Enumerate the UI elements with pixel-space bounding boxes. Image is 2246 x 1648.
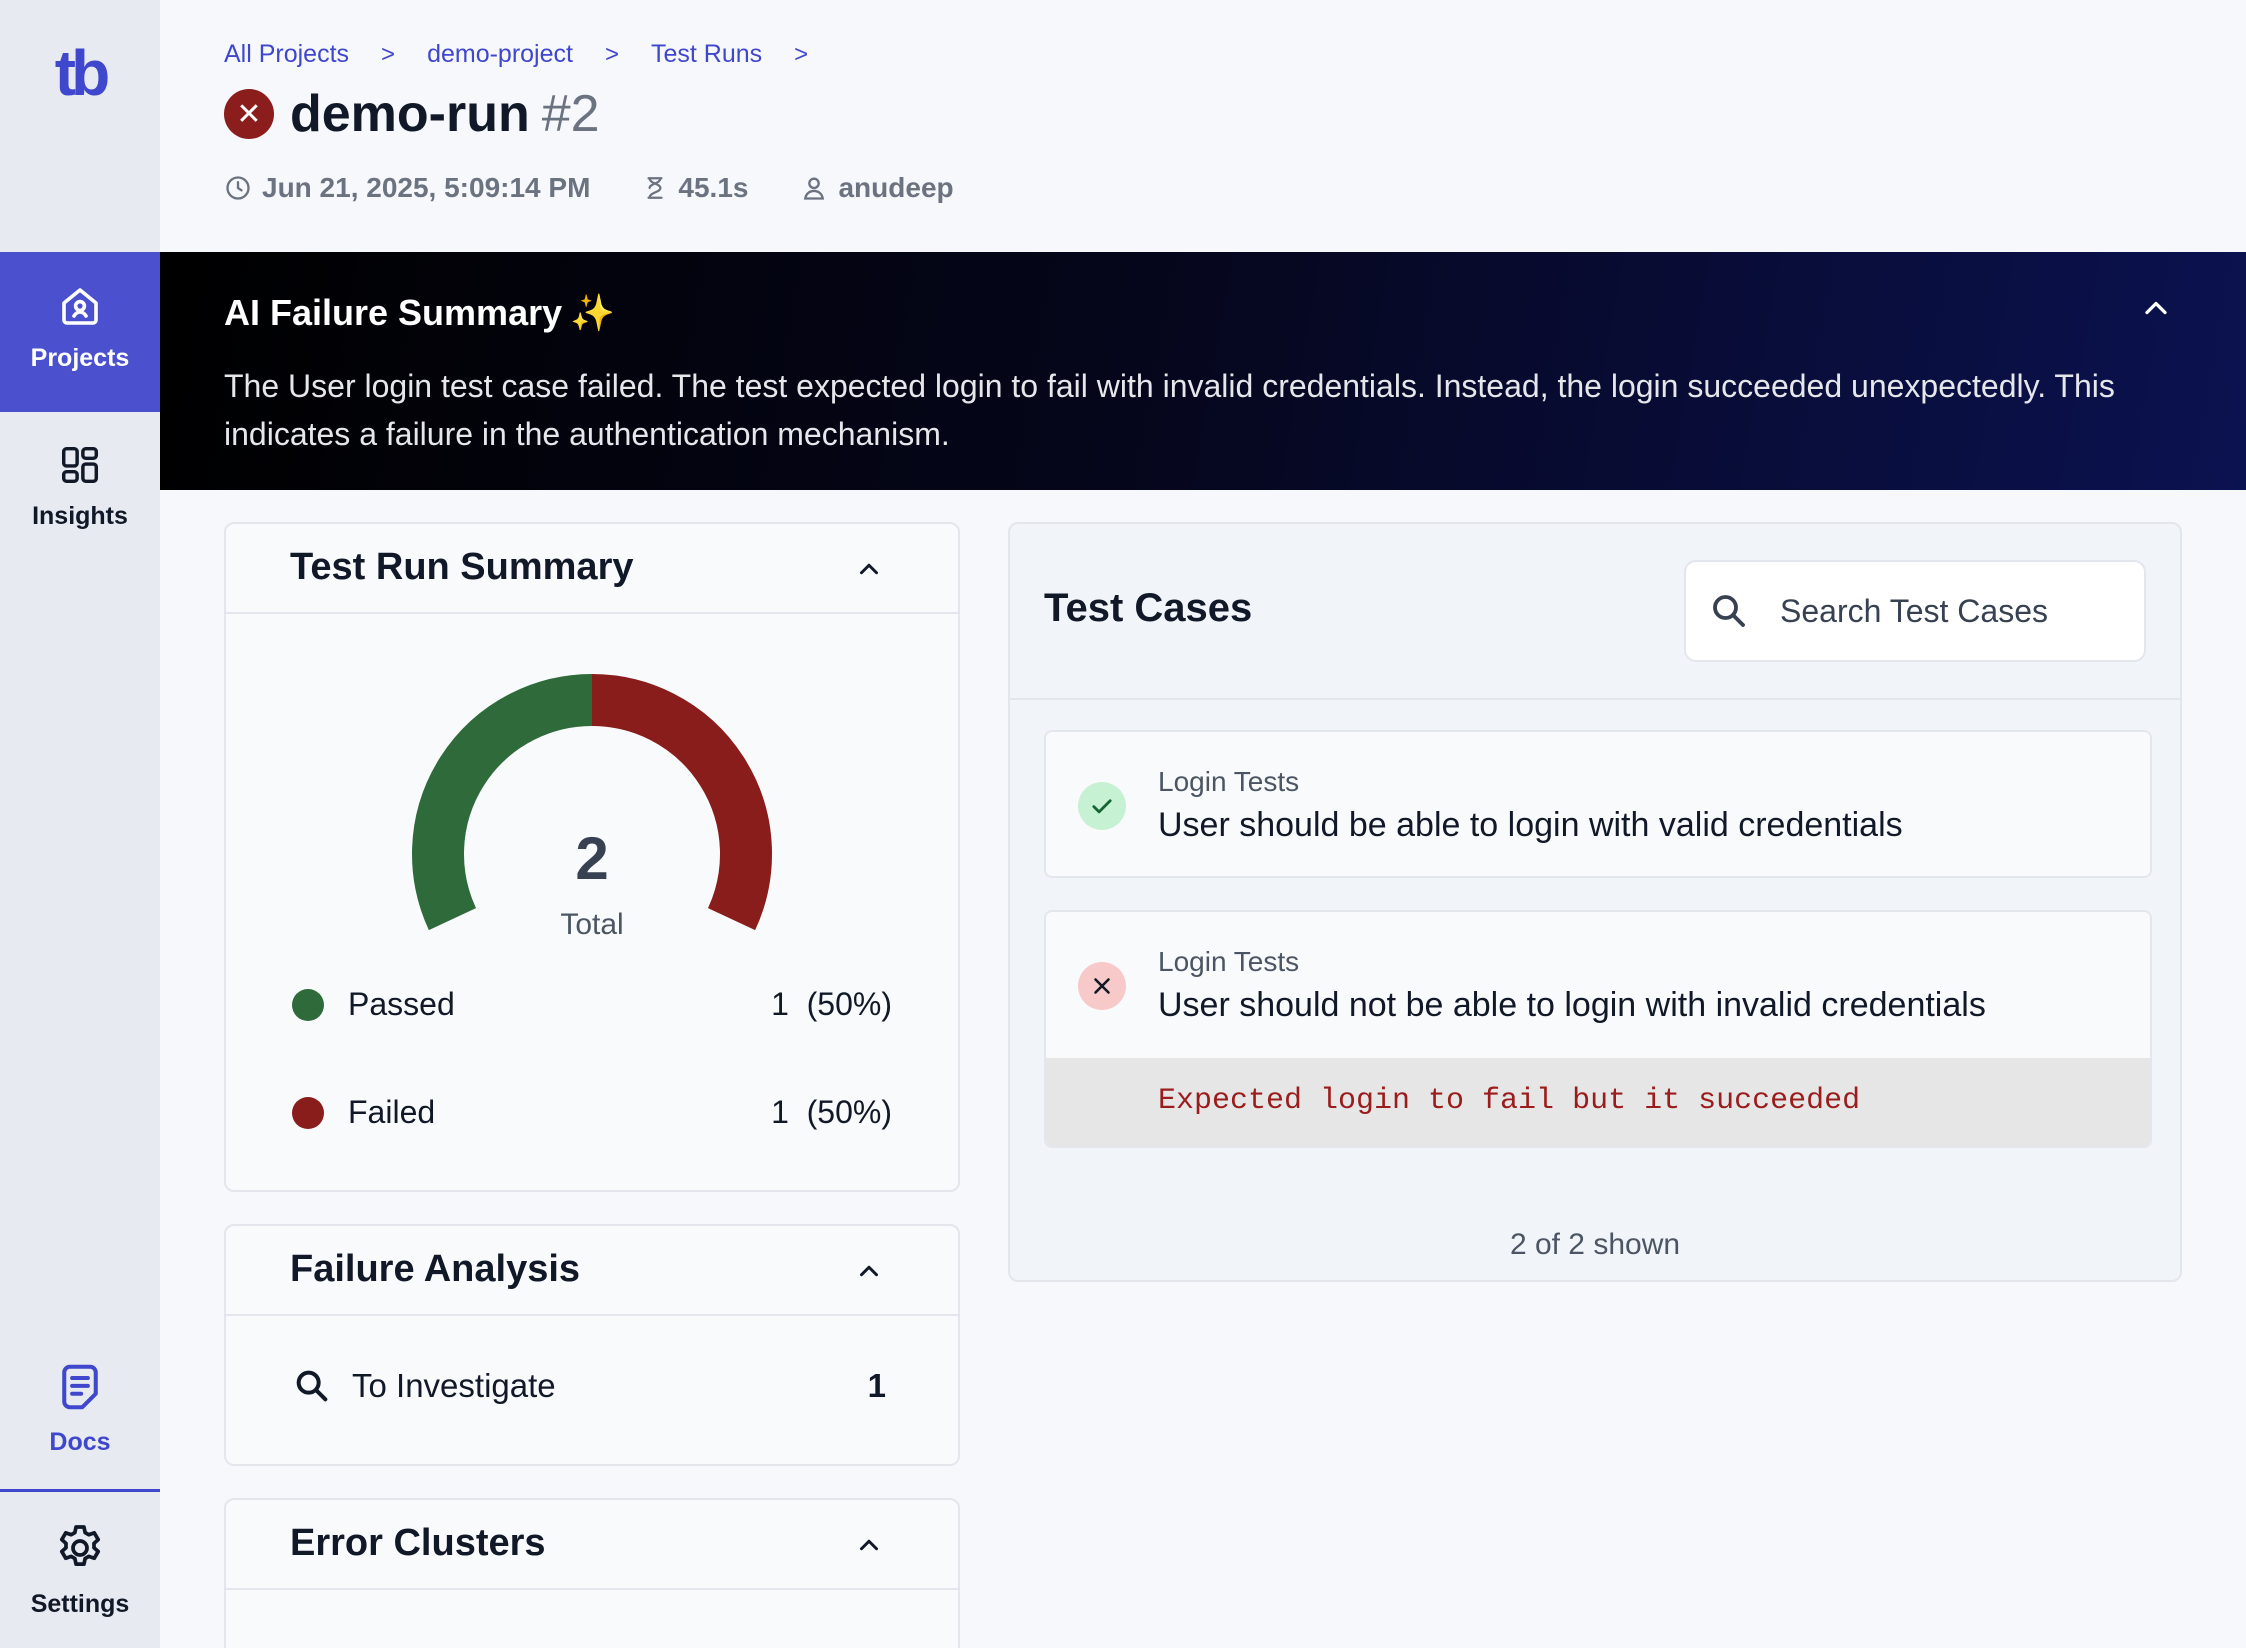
card-title: Test Run Summary [290, 546, 634, 588]
run-timestamp: Jun 21, 2025, 5:09:14 PM [224, 172, 590, 204]
legend-passed: Passed 1 (50%) [292, 986, 892, 1023]
search-icon [1713, 595, 1745, 627]
hourglass-icon [647, 177, 663, 199]
dashboard-icon [61, 446, 99, 484]
sidebar-item-settings[interactable]: Settings [0, 1492, 160, 1648]
app-logo[interactable]: tb [54, 37, 110, 109]
run-duration: 45.1s [642, 172, 748, 204]
close-icon [1094, 978, 1110, 994]
search-icon [296, 1370, 328, 1402]
breadcrumb: All Projects > demo-project > Test Runs … [224, 40, 840, 69]
home-icon [62, 288, 98, 325]
chevron-up-icon[interactable] [854, 554, 884, 584]
run-number: #2 [541, 85, 600, 143]
run-user: anudeep [800, 172, 954, 204]
test-cases-count: 2 of 2 shown [1509, 1228, 1681, 1261]
chevron-right-icon: > [794, 40, 809, 68]
sidebar-item-label: Projects [30, 344, 130, 372]
sidebar-divider [0, 1489, 160, 1492]
sparkle-icon: ✨ [570, 292, 615, 333]
ai-failure-summary: AI Failure Summary ✨ The User login test … [160, 252, 2246, 490]
test-case-name: User should be able to login with valid … [1158, 806, 1903, 844]
search-box[interactable] [1684, 560, 2146, 662]
to-investigate-count: 1 [867, 1367, 886, 1404]
test-case-item[interactable]: Login Tests User should not be able to l… [1044, 910, 2152, 1148]
gauge-segment-failed [591, 674, 772, 931]
sidebar-item-label: Settings [30, 1590, 130, 1618]
failed-status-icon: ✕ [224, 89, 274, 139]
passed-dot [292, 988, 324, 1021]
chevron-right-icon: > [381, 40, 396, 68]
ai-summary-collapse-button[interactable] [2138, 290, 2174, 326]
passed-count: 1 (50%) [771, 986, 892, 1022]
to-investigate-row[interactable]: To Investigate 1 [292, 1366, 886, 1406]
card-header[interactable]: Failure Analysis [226, 1226, 958, 1316]
card-header[interactable]: Error Clusters [226, 1500, 958, 1590]
sidebar-item-docs[interactable]: Docs [0, 1340, 160, 1490]
test-case-name: User should not be able to login with in… [1158, 986, 1986, 1024]
test-case-item[interactable]: Login Tests User should be able to login… [1044, 730, 2152, 878]
test-error-message: Expected login to fail but it succeeded [1046, 1058, 2150, 1146]
card-title: Failure Analysis [290, 1248, 581, 1290]
sidebar-item-label: Insights [32, 502, 128, 530]
error-clusters-card: Error Clusters [224, 1498, 960, 1648]
document-icon [62, 1364, 98, 1410]
test-suite-name: Login Tests [1158, 946, 1300, 977]
gauge-total-label: Total [560, 908, 624, 941]
test-cases-header: Test Cases [1010, 524, 2180, 700]
test-cases-panel: Test Cases Login Tests User should be ab… [1008, 522, 2182, 1282]
breadcrumb-demo-project[interactable]: demo-project [427, 40, 573, 68]
clock-icon [226, 176, 250, 200]
run-meta: Jun 21, 2025, 5:09:14 PM 45.1s anudeep [224, 172, 1006, 204]
page-header: All Projects > demo-project > Test Runs … [160, 0, 2246, 252]
legend-failed: Failed 1 (50%) [292, 1094, 892, 1131]
card-header[interactable]: Test Run Summary [226, 524, 958, 614]
failed-status-icon [1078, 962, 1126, 1010]
test-suite-name: Login Tests [1158, 766, 1300, 797]
sidebar-item-label: Docs [49, 1428, 111, 1456]
ai-summary-text: The User login test case failed. The tes… [224, 368, 2115, 452]
test-run-summary-card: Test Run Summary 2 Total Passed 1 (50%) … [224, 522, 960, 1192]
gauge-segment-passed [412, 674, 593, 931]
user-icon [804, 177, 825, 200]
passed-status-icon [1078, 782, 1126, 830]
page-title: ✕ demo-run #2 [224, 84, 600, 144]
breadcrumb-all-projects[interactable]: All Projects [224, 40, 350, 68]
sidebar-item-insights[interactable]: Insights [0, 412, 160, 572]
failure-analysis-card: Failure Analysis To Investigate 1 [224, 1224, 960, 1466]
search-input[interactable] [1780, 592, 2140, 630]
test-cases-title: Test Cases [1044, 586, 1253, 630]
gauge-total: 2 [575, 825, 609, 892]
chevron-up-icon[interactable] [854, 1530, 884, 1560]
summary-gauge [412, 674, 772, 931]
gear-icon [59, 1525, 101, 1566]
chevron-right-icon: > [604, 40, 619, 68]
chevron-up-icon[interactable] [854, 1256, 884, 1286]
run-name: demo-run [290, 85, 530, 143]
failed-count: 1 (50%) [771, 1094, 892, 1130]
failed-dot [292, 1096, 324, 1129]
breadcrumb-test-runs[interactable]: Test Runs [650, 40, 763, 68]
sidebar: tb Projects Insights Docs Settings [0, 0, 160, 1648]
sidebar-item-projects[interactable]: Projects [0, 252, 160, 412]
check-icon [1092, 799, 1112, 814]
card-title: Error Clusters [290, 1522, 546, 1564]
ai-summary-title: AI Failure Summary ✨ [224, 292, 615, 333]
